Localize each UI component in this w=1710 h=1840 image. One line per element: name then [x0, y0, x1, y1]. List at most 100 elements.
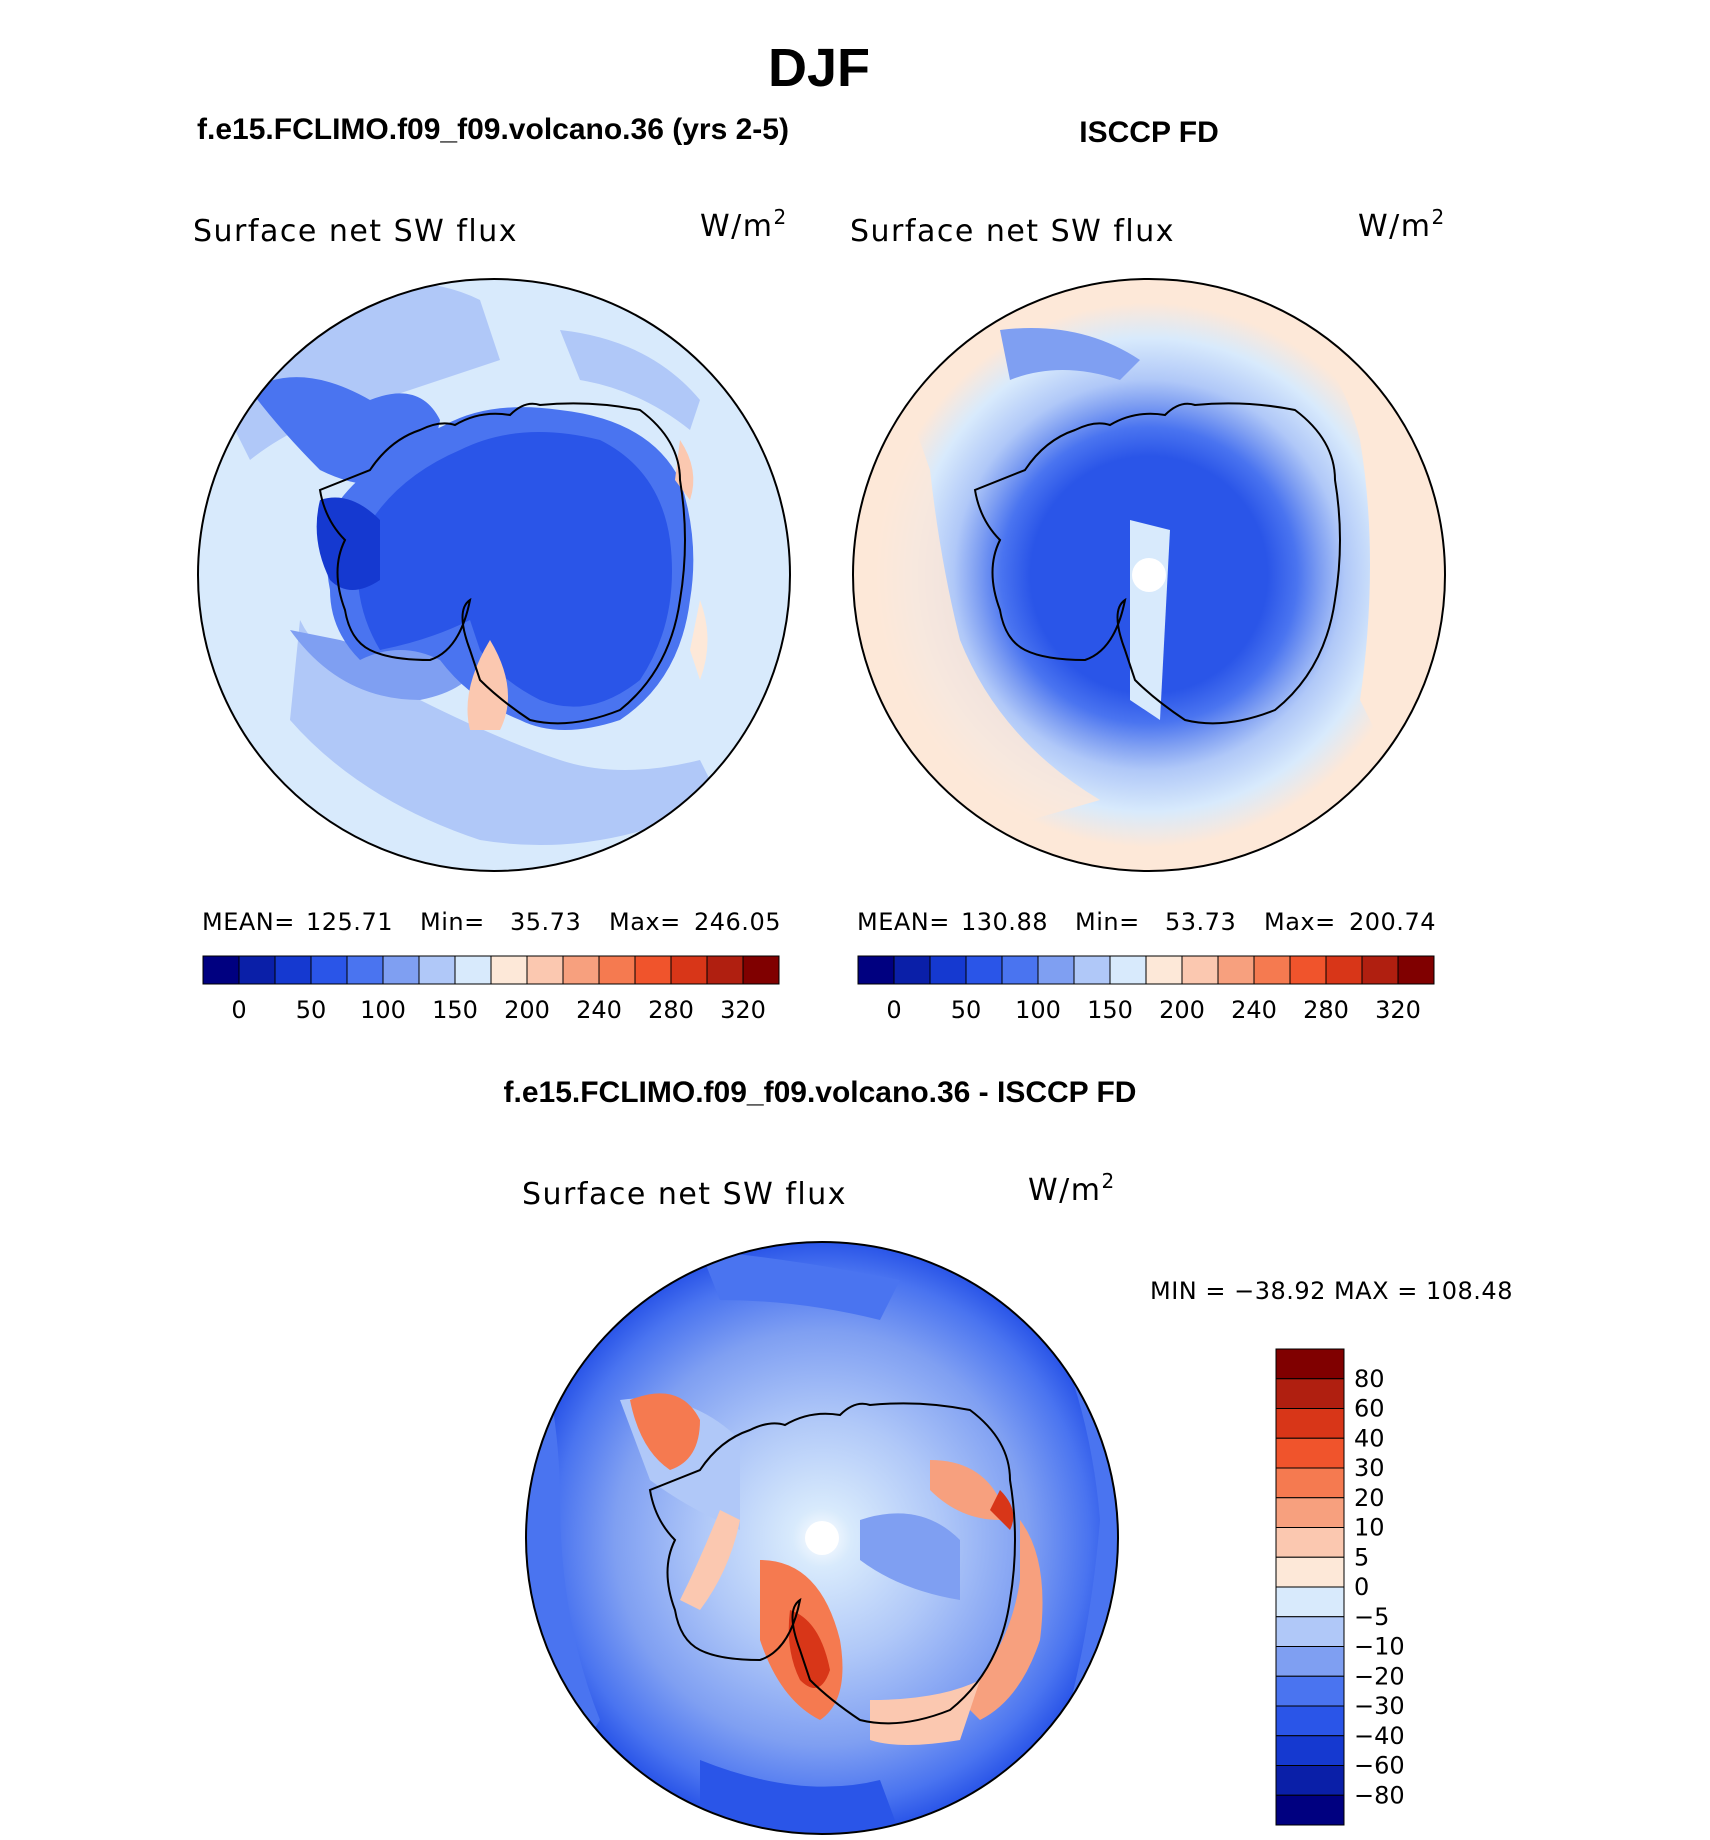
- panel-obs-colorbar-box-4: [1001, 955, 1039, 985]
- panel-diff-colorbar-box-3: [1275, 1437, 1345, 1469]
- panel-obs-colorbar-box-10: [1217, 955, 1255, 985]
- panel-model-colorbar-box-1: [238, 955, 276, 985]
- panel-model-colorbar-tick-4: 200: [504, 996, 550, 1024]
- panel-obs-colorbar-box-1: [893, 955, 931, 985]
- panel-diff-header: f.e15.FCLIMO.f09_f09.volcano.36 - ISCCP …: [504, 1076, 1137, 1109]
- panel-diff-units: W/m2: [1028, 1169, 1116, 1208]
- panel-model-colorbar-box-6: [418, 955, 456, 985]
- panel-diff-colorbar-tick-8: −5: [1354, 1603, 1389, 1631]
- panel-obs-units: W/m2: [1358, 205, 1446, 244]
- figure-title: DJF: [768, 38, 870, 98]
- panel-model-colorbar-box-3: [310, 955, 348, 985]
- panel-obs-mean-label: MEAN=: [857, 908, 950, 936]
- panel-obs: ISCCP FD Surface net SW flux W/m2 MEAN= …: [850, 116, 1446, 1024]
- panel-diff-colorbar-tick-7: 0: [1354, 1573, 1369, 1601]
- panel-diff-map: [526, 1242, 1118, 1834]
- panel-model-colorbar-box-0: [202, 955, 240, 985]
- panel-model-colorbar-box-2: [274, 955, 312, 985]
- panel-diff-variable: Surface net SW flux: [522, 1177, 847, 1212]
- panel-diff-colorbar-box-0: [1275, 1348, 1345, 1380]
- panel-model-colorbar-box-14: [706, 955, 744, 985]
- panel-diff-colorbar-box-11: [1275, 1675, 1345, 1707]
- panel-diff-colorbar-tick-10: −20: [1354, 1662, 1405, 1690]
- panel-model-units: W/m2: [700, 205, 788, 244]
- panel-diff-colorbar-box-6: [1275, 1527, 1345, 1558]
- panel-model-colorbar-box-10: [562, 955, 600, 985]
- panel-model-mean-label: MEAN=: [202, 908, 295, 936]
- panel-obs-colorbar-tick-1: 50: [951, 996, 982, 1024]
- panel-diff-colorbar-tick-2: 40: [1354, 1424, 1385, 1452]
- panel-model-map-border: [197, 278, 791, 872]
- panel-diff-colorbar-box-5: [1275, 1497, 1345, 1528]
- panel-diff-colorbar-tick-9: −10: [1354, 1633, 1405, 1661]
- panel-model-colorbar-box-15: [742, 955, 780, 985]
- panel-model-colorbar-tick-6: 280: [648, 996, 694, 1024]
- panel-model-colorbar-box-5: [382, 955, 420, 985]
- panel-obs-colorbar-box-12: [1289, 955, 1327, 985]
- panel-obs-colorbar-box-5: [1037, 955, 1075, 985]
- panel-diff-colorbar-tick-4: 20: [1354, 1484, 1385, 1512]
- panel-obs-colorbar-box-13: [1325, 955, 1363, 985]
- panel-model-max-label: Max=: [609, 908, 681, 936]
- panel-model-max-value: 246.05: [694, 908, 781, 936]
- panel-obs-colorbar-tick-5: 240: [1231, 996, 1277, 1024]
- panel-model-colorbar-tick-7: 320: [720, 996, 766, 1024]
- panel-diff-colorbar-tick-14: −80: [1354, 1781, 1405, 1809]
- panel-diff-colorbar-box-1: [1275, 1378, 1345, 1409]
- panel-diff-stats: MIN = −38.92 MAX = 108.48: [1150, 1277, 1513, 1305]
- panel-diff-colorbar-tick-13: −60: [1354, 1752, 1405, 1780]
- panel-model-mean-value: 125.71: [306, 908, 393, 936]
- panel-model-colorbar-box-12: [634, 955, 672, 985]
- panel-model-colorbar-box-7: [454, 955, 492, 985]
- panel-obs-min-label: Min=: [1075, 908, 1140, 936]
- panel-model-colorbar-tick-0: 0: [231, 996, 246, 1024]
- panel-model-colorbar-box-13: [670, 955, 708, 985]
- panel-obs-header: ISCCP FD: [1079, 116, 1218, 149]
- panel-obs-colorbar-box-0: [857, 955, 895, 985]
- panel-obs-colorbar-box-11: [1253, 955, 1291, 985]
- panel-obs-max-label: Max=: [1264, 908, 1336, 936]
- panel-diff-colorbar-box-13: [1275, 1735, 1345, 1766]
- panel-diff-colorbar-box-4: [1275, 1467, 1345, 1499]
- panel-model-variable: Surface net SW flux: [193, 214, 518, 249]
- panel-obs-colorbar-tick-2: 100: [1015, 996, 1061, 1024]
- panel-diff-colorbar-box-12: [1275, 1705, 1345, 1737]
- panel-model-map: [198, 279, 790, 871]
- panel-obs-max-value: 200.74: [1349, 908, 1436, 936]
- panel-obs-colorbar-box-3: [965, 955, 1003, 985]
- panel-diff-colorbar-box-14: [1275, 1765, 1345, 1796]
- panel-model-colorbar-box-11: [598, 955, 636, 985]
- panel-model-colorbar-box-8: [490, 955, 528, 985]
- panel-diff-colorbar-tick-12: −40: [1354, 1722, 1405, 1750]
- panel-model-colorbar-tick-3: 150: [432, 996, 478, 1024]
- panel-model-min-label: Min=: [420, 908, 485, 936]
- panel-obs-colorbar-tick-3: 150: [1087, 996, 1133, 1024]
- panel-diff-colorbar-tick-1: 60: [1354, 1395, 1385, 1423]
- panel-diff-colorbar-tick-0: 80: [1354, 1365, 1385, 1393]
- panel-obs-colorbar-tick-4: 200: [1159, 996, 1205, 1024]
- panel-diff: f.e15.FCLIMO.f09_f09.volcano.36 - ISCCP …: [504, 1076, 1513, 1835]
- panel-model-colorbar: 0 50 100 150 200 240 280 320: [202, 955, 780, 1024]
- panel-diff-colorbar-tick-3: 30: [1354, 1454, 1385, 1482]
- panel-obs-colorbar-tick-0: 0: [886, 996, 901, 1024]
- panel-diff-colorbar-tick-6: 5: [1354, 1543, 1369, 1571]
- panel-diff-colorbar-box-8: [1275, 1586, 1345, 1618]
- panel-model-header: f.e15.FCLIMO.f09_f09.volcano.36 (yrs 2-5…: [197, 113, 789, 146]
- panel-obs-colorbar-box-7: [1109, 955, 1147, 985]
- panel-model: f.e15.FCLIMO.f09_f09.volcano.36 (yrs 2-5…: [193, 113, 791, 1024]
- panel-obs-colorbar-box-9: [1181, 955, 1219, 985]
- panel-obs-mean-value: 130.88: [961, 908, 1048, 936]
- panel-diff-colorbar-box-15: [1275, 1794, 1345, 1826]
- panel-obs-colorbar-tick-6: 280: [1303, 996, 1349, 1024]
- panel-obs-min-value: 53.73: [1165, 908, 1236, 936]
- panel-obs-colorbar-box-15: [1397, 955, 1435, 985]
- panel-diff-map-border: [525, 1241, 1119, 1835]
- panel-obs-variable: Surface net SW flux: [850, 214, 1175, 249]
- panel-model-colorbar-box-9: [526, 955, 564, 985]
- panel-model-colorbar-tick-5: 240: [576, 996, 622, 1024]
- panel-obs-colorbar-tick-7: 320: [1375, 996, 1421, 1024]
- panel-diff-colorbar-box-7: [1275, 1556, 1345, 1588]
- panel-obs-colorbar-box-6: [1073, 955, 1111, 985]
- panel-obs-colorbar-box-14: [1361, 955, 1399, 985]
- panel-obs-map-border: [852, 278, 1446, 872]
